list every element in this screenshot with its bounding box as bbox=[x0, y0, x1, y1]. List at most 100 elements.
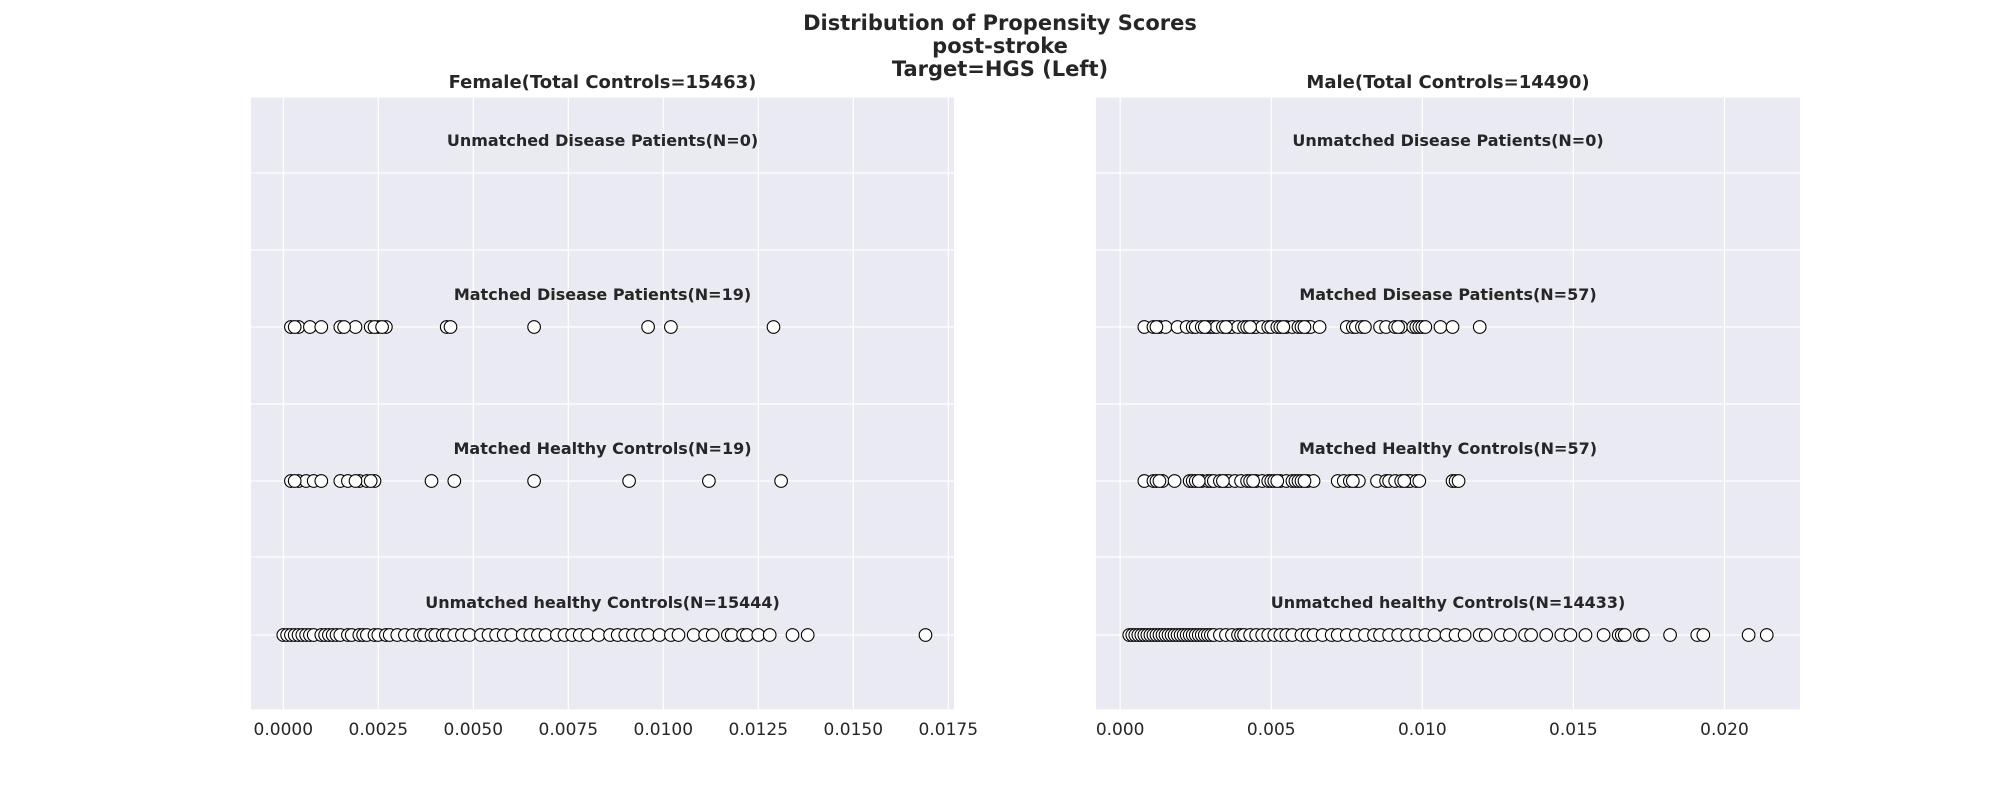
data-point bbox=[1149, 320, 1164, 334]
data-point bbox=[287, 474, 302, 488]
data-point bbox=[1219, 320, 1233, 334]
x-tick-label: 0.0050 bbox=[444, 720, 503, 740]
group-label: Unmatched healthy Controls(N=15444) bbox=[425, 593, 780, 612]
data-point bbox=[664, 320, 678, 334]
data-point bbox=[591, 628, 606, 642]
data-point bbox=[1457, 628, 1472, 642]
data-point bbox=[1696, 628, 1711, 642]
x-tick-label: 0.0150 bbox=[824, 720, 883, 740]
data-point bbox=[1246, 474, 1260, 488]
data-point bbox=[1358, 320, 1372, 334]
data-point bbox=[1539, 628, 1554, 642]
figure-title-line-3: Target=HGS (Left) bbox=[891, 57, 1109, 81]
data-point bbox=[314, 474, 329, 488]
data-point bbox=[686, 628, 701, 642]
data-point bbox=[1243, 320, 1257, 334]
data-point bbox=[1741, 628, 1756, 642]
x-tick-label: 0.0000 bbox=[254, 720, 313, 740]
data-point bbox=[1418, 320, 1433, 334]
data-point bbox=[1503, 628, 1517, 642]
data-point bbox=[1216, 474, 1230, 488]
data-point bbox=[337, 320, 351, 334]
data-point bbox=[538, 628, 553, 642]
data-point bbox=[1472, 320, 1487, 334]
data-point bbox=[424, 474, 439, 488]
x-tick-label: 0.0025 bbox=[349, 720, 408, 740]
x-tick-label: 0.020 bbox=[1700, 720, 1749, 740]
data-point bbox=[1297, 320, 1312, 334]
data-point bbox=[622, 474, 636, 488]
x-tick-label: 0.0175 bbox=[919, 720, 978, 740]
data-point bbox=[363, 474, 378, 488]
data-point bbox=[1451, 474, 1466, 488]
group-label: Unmatched Disease Patients(N=0) bbox=[447, 131, 758, 150]
data-point bbox=[1563, 628, 1578, 642]
data-point bbox=[641, 320, 655, 334]
data-point bbox=[740, 628, 754, 642]
data-point bbox=[671, 628, 686, 642]
data-point bbox=[1412, 474, 1427, 488]
group-label: Matched Disease Patients(N=57) bbox=[1299, 285, 1596, 304]
group-label: Matched Healthy Controls(N=57) bbox=[1299, 439, 1597, 458]
x-tick-label: 0.0125 bbox=[729, 720, 788, 740]
data-point bbox=[1617, 628, 1632, 642]
panel-title: Female(Total Controls=15463) bbox=[449, 72, 757, 93]
data-point bbox=[348, 474, 363, 488]
data-point bbox=[1524, 628, 1538, 642]
data-point bbox=[1445, 320, 1460, 334]
data-point bbox=[527, 474, 541, 488]
data-point bbox=[1391, 320, 1405, 334]
group-label: Unmatched healthy Controls(N=14433) bbox=[1271, 593, 1626, 612]
data-point bbox=[1397, 474, 1412, 488]
data-point bbox=[1270, 474, 1285, 488]
data-point bbox=[462, 628, 477, 642]
data-point bbox=[724, 628, 739, 642]
x-tick-label: 0.015 bbox=[1549, 720, 1598, 740]
data-point bbox=[303, 320, 317, 334]
figure-title: Distribution of Propensity Scores post-s… bbox=[0, 12, 2000, 81]
data-point bbox=[348, 320, 363, 334]
data-point bbox=[1636, 628, 1650, 642]
group-label: Unmatched Disease Patients(N=0) bbox=[1292, 131, 1603, 150]
data-point bbox=[652, 628, 667, 642]
data-point bbox=[375, 320, 389, 334]
group-label: Matched Healthy Controls(N=19) bbox=[453, 439, 751, 458]
figure-title-line-1: Distribution of Propensity Scores bbox=[803, 11, 1197, 35]
data-point bbox=[702, 474, 716, 488]
panel-title: Male(Total Controls=14490) bbox=[1306, 72, 1589, 93]
data-point bbox=[766, 320, 781, 334]
data-point bbox=[1191, 474, 1206, 488]
data-point bbox=[774, 474, 788, 488]
data-point bbox=[504, 628, 519, 642]
x-tick-label: 0.010 bbox=[1398, 720, 1447, 740]
data-point bbox=[1345, 474, 1360, 488]
data-point bbox=[1578, 628, 1593, 642]
x-tick-label: 0.000 bbox=[1096, 720, 1145, 740]
data-point bbox=[785, 628, 800, 642]
data-point bbox=[443, 320, 458, 334]
data-point bbox=[800, 628, 815, 642]
data-point bbox=[1663, 628, 1677, 642]
data-point bbox=[1276, 320, 1291, 334]
figure-title-line-2: post-stroke bbox=[932, 34, 1068, 58]
group-label: Matched Disease Patients(N=19) bbox=[454, 285, 751, 304]
x-tick-label: 0.005 bbox=[1247, 720, 1296, 740]
data-point bbox=[287, 320, 302, 334]
panel-1: 0.0000 0.0025 0.0050 0.0075 0.0100 0.0125 0.01… bbox=[251, 72, 978, 740]
x-tick-label: 0.0075 bbox=[539, 720, 598, 740]
data-point bbox=[1312, 320, 1327, 334]
data-point bbox=[1759, 628, 1774, 642]
data-point bbox=[447, 474, 462, 488]
data-point bbox=[314, 320, 329, 334]
data-point bbox=[580, 628, 595, 642]
data-point bbox=[1297, 474, 1312, 488]
data-point bbox=[1427, 628, 1442, 642]
data-point bbox=[641, 628, 655, 642]
data-point bbox=[918, 628, 933, 642]
data-point bbox=[1197, 320, 1212, 334]
data-point bbox=[1433, 320, 1448, 334]
data-point bbox=[705, 628, 720, 642]
data-point bbox=[527, 320, 541, 334]
data-point bbox=[1152, 474, 1167, 488]
